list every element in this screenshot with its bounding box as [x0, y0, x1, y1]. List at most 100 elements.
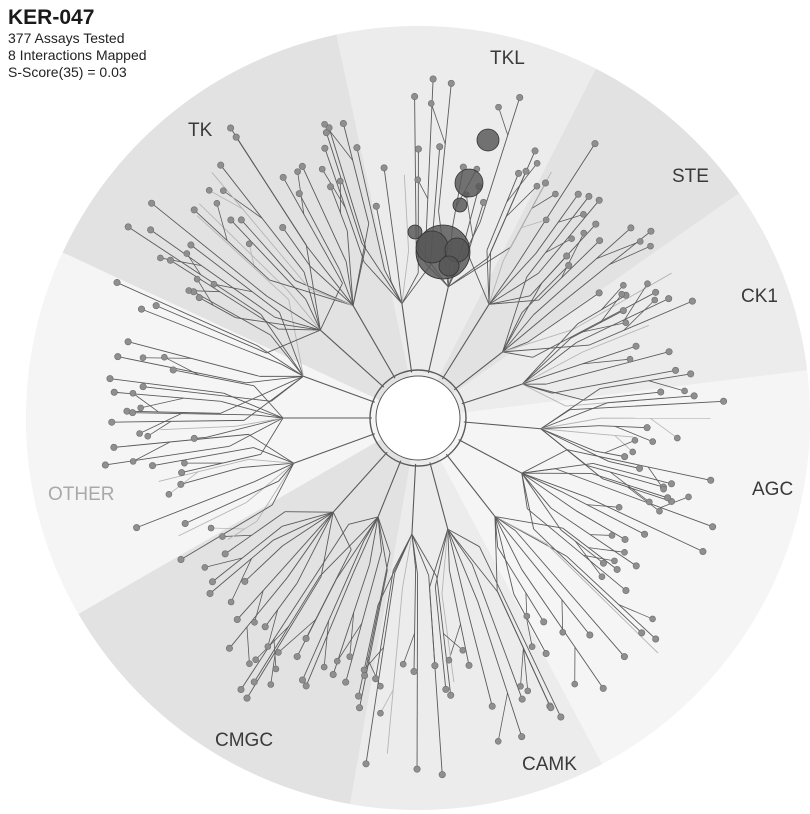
branch: [521, 323, 579, 385]
kinase-node: [459, 646, 467, 654]
branch-trunk: [377, 460, 402, 518]
kinase-node: [232, 133, 240, 141]
kinase-node: [245, 240, 253, 248]
branch: [164, 356, 200, 376]
kinase-node: [166, 256, 174, 264]
kinase-node: [108, 418, 116, 426]
branch: [158, 458, 249, 482]
branch: [522, 374, 550, 385]
kinase-node: [447, 691, 455, 699]
branch: [540, 572, 591, 636]
kinase-node: [361, 671, 369, 679]
kinase-node: [353, 144, 361, 152]
branch: [583, 325, 649, 353]
branch: [152, 447, 254, 467]
branch: [320, 512, 334, 577]
kinase-node: [568, 235, 575, 242]
kinase-node: [190, 206, 198, 214]
kinase-node: [665, 348, 673, 356]
kinase-node: [436, 143, 444, 151]
kinase-node: [465, 661, 473, 669]
branch: [414, 96, 417, 245]
branch: [296, 511, 334, 584]
group-label-other: OTHER: [48, 484, 115, 505]
branch: [502, 282, 543, 353]
kinase-node: [336, 177, 344, 185]
branch: [494, 516, 516, 531]
branch: [505, 185, 538, 217]
compound-header: KER-047 377 Assays Tested 8 Interactions…: [8, 6, 147, 81]
branch: [531, 193, 556, 209]
kinase-node: [664, 494, 672, 502]
branch-trunk: [303, 375, 375, 403]
kinase-node: [649, 438, 656, 445]
branch: [438, 83, 452, 212]
branch: [502, 171, 552, 261]
branch: [521, 472, 577, 512]
branch: [332, 511, 352, 550]
branch: [180, 504, 273, 560]
kinase-node: [356, 704, 364, 712]
kinase-node: [237, 216, 245, 224]
kinase-node: [267, 681, 275, 688]
branch: [141, 308, 282, 365]
kinase-node: [608, 532, 616, 539]
branch: [365, 572, 396, 764]
branch: [109, 378, 224, 394]
kinase-node: [531, 147, 539, 155]
branch: [464, 186, 480, 240]
branch: [272, 511, 334, 541]
branch: [264, 583, 298, 628]
branch: [224, 511, 286, 555]
branch: [375, 570, 394, 679]
kinase-node: [205, 187, 213, 194]
kinase-node: [540, 618, 548, 626]
branch: [127, 226, 262, 315]
branch: [548, 345, 637, 376]
branch: [486, 250, 490, 305]
branch: [546, 351, 670, 385]
interaction-hit-circle: [407, 224, 423, 240]
branch: [447, 529, 467, 607]
kinase-node: [139, 383, 147, 391]
branch: [488, 295, 531, 305]
branch: [494, 516, 498, 591]
branch: [220, 400, 284, 419]
branch: [582, 358, 631, 365]
branch: [143, 386, 272, 402]
branch: [527, 292, 600, 343]
branch: [236, 568, 283, 620]
kinase-node: [246, 660, 253, 667]
branch: [447, 528, 499, 593]
branch: [649, 417, 678, 439]
branch: [209, 189, 243, 210]
branch: [253, 447, 294, 464]
branch: [411, 533, 438, 578]
branch: [332, 564, 371, 675]
branch: [193, 209, 270, 281]
kinase-node: [217, 161, 225, 169]
kinase-node: [674, 434, 681, 442]
kinase-node: [144, 432, 152, 440]
kinase-node: [636, 238, 644, 245]
branch: [139, 413, 182, 434]
kinase-node: [620, 653, 628, 661]
branch: [223, 392, 284, 419]
kinase-node: [643, 424, 651, 432]
branch: [540, 425, 600, 430]
branch: [383, 167, 397, 260]
branch: [540, 402, 608, 430]
branch: [525, 617, 533, 647]
branch: [540, 409, 571, 430]
kinase-node: [169, 366, 177, 374]
branch: [411, 534, 417, 569]
branch: [281, 511, 334, 527]
kinase-node: [533, 159, 541, 167]
branch: [286, 511, 334, 579]
kinase-node: [541, 179, 549, 187]
branch: [328, 127, 367, 248]
branch: [220, 164, 305, 273]
branch: [570, 310, 624, 339]
branch: [600, 373, 691, 389]
branch: [173, 369, 255, 387]
